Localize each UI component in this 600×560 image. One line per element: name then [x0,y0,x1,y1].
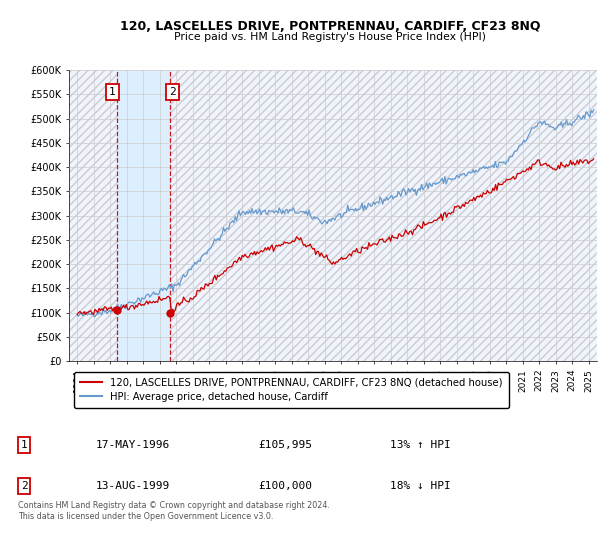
Text: 1: 1 [109,87,116,97]
Text: 1: 1 [20,440,28,450]
Text: £100,000: £100,000 [258,482,312,491]
Bar [116,70,170,361]
Text: £105,995: £105,995 [258,440,312,450]
Text: 2: 2 [169,87,176,97]
Legend: 120, LASCELLES DRIVE, PONTPRENNAU, CARDIFF, CF23 8NQ (detached house), HPI: Aver: 120, LASCELLES DRIVE, PONTPRENNAU, CARDI… [74,372,509,408]
Text: 17-MAY-1996: 17-MAY-1996 [96,440,170,450]
Text: 13% ↑ HPI: 13% ↑ HPI [390,440,451,450]
Text: 2: 2 [20,482,28,491]
Text: 18% ↓ HPI: 18% ↓ HPI [390,482,451,491]
Text: 13-AUG-1999: 13-AUG-1999 [96,482,170,491]
Text: Price paid vs. HM Land Registry's House Price Index (HPI): Price paid vs. HM Land Registry's House … [174,32,486,43]
Text: Contains HM Land Registry data © Crown copyright and database right 2024.
This d: Contains HM Land Registry data © Crown c… [18,501,330,521]
Text: 120, LASCELLES DRIVE, PONTPRENNAU, CARDIFF, CF23 8NQ: 120, LASCELLES DRIVE, PONTPRENNAU, CARDI… [120,20,540,32]
